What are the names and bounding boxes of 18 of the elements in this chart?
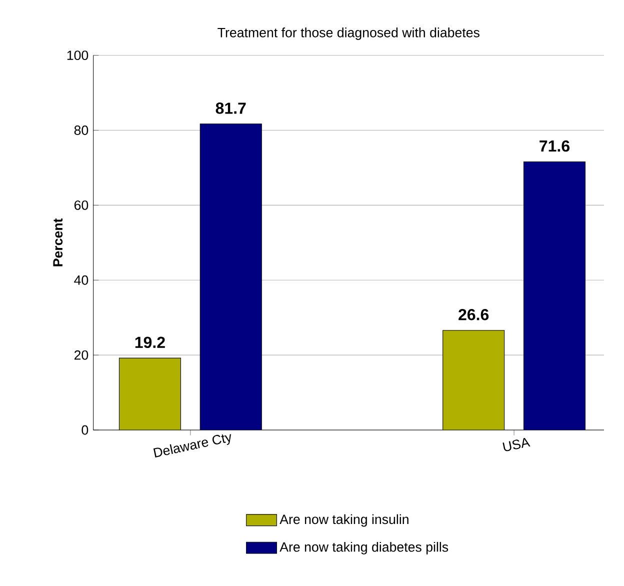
legend-label: Are now taking diabetes pills [280,542,448,554]
data-label: 19.2 [135,336,165,348]
chart-title: Treatment for those diagnosed with diabetes [218,28,480,40]
y-tick-label: 80 [74,126,88,135]
y-tick-label: 0 [82,425,88,435]
data-label: 81.7 [216,102,246,114]
legend-label: Are now taking insulin [280,514,408,527]
x-tick-label: Delaware Cty [153,434,232,458]
data-label: 71.6 [540,140,570,152]
bar [119,358,181,430]
y-axis-title: Percent [53,218,63,266]
data-label: 26.6 [458,308,489,320]
x-tick-label: USA [502,438,530,452]
bar [442,330,505,430]
y-tick-label: 60 [74,200,88,210]
y-tick-label: 40 [74,275,88,285]
y-tick-label: 100 [67,50,88,60]
y-tick-label: 20 [74,350,88,360]
